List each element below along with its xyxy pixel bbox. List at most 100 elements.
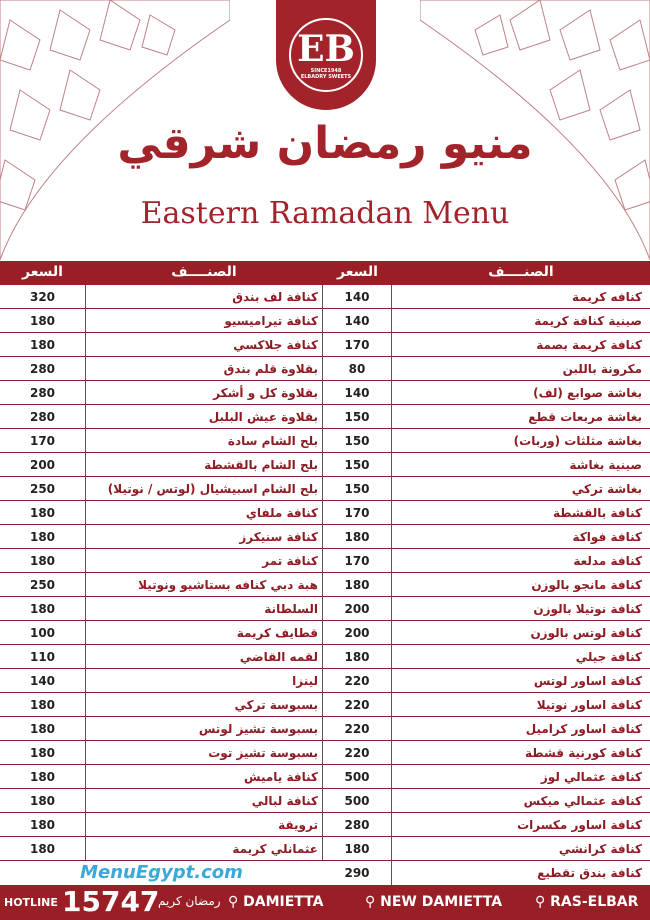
item-price: 180	[29, 794, 56, 808]
table-row: 180 كنافة تيراميسيو 140 صينية كنافة كريمة	[0, 309, 650, 333]
item-price: 150	[323, 477, 392, 501]
item-price: 200	[323, 621, 392, 645]
item-price: 200	[29, 458, 56, 472]
hotline-label: HOTLINE	[4, 896, 58, 909]
table-row: 280 بقلاوة قلم بندق 80 مكرونة باللبن	[0, 357, 650, 381]
table-row: 100 قطايف كريمة 200 كنافة لوتس بالوزن	[0, 621, 650, 645]
item-name: كنافة لبالي	[85, 789, 323, 813]
item-name: بغاشة مربعات قطع	[528, 410, 642, 424]
table-row: 180 كنافة جلاكسي 170 كنافة كريمة بصمة	[0, 333, 650, 357]
item-price: 100	[29, 626, 56, 640]
item-name: ترويقة	[85, 813, 323, 837]
header-price-right: السعر	[337, 264, 378, 280]
item-name: كنافة ملفاي	[85, 501, 323, 525]
table-row: 180 كنافة ملفاي 170 كنافة بالقشطة	[0, 501, 650, 525]
item-name: كنافة اساور كراميل	[525, 722, 642, 736]
item-price: 180	[29, 698, 56, 712]
decorative-pattern-right	[420, 0, 650, 260]
table-row: 180 كنافة تمر 170 كنافة مدلعة	[0, 549, 650, 573]
item-name: كنافة جلاكسي	[85, 333, 323, 357]
location-pin-icon: ⚲	[365, 894, 376, 910]
item-price: 140	[323, 309, 392, 333]
item-price: 170	[323, 549, 392, 573]
table-row: 140 لينزا 220 كنافة اساور لوتس	[0, 669, 650, 693]
item-name: كنافة اساور لوتس	[533, 674, 642, 688]
item-price: 180	[29, 818, 56, 832]
item-price: 150	[323, 405, 392, 429]
item-price: 250	[29, 482, 56, 496]
item-name: بسبوسة تشيز لوتس	[85, 717, 323, 741]
table-row: 180 بسبوسة تركي 220 كنافة اساور نوتيلا	[0, 693, 650, 717]
item-name: عثمانلي كريمة	[85, 837, 323, 861]
item-price: 500	[323, 765, 392, 789]
brand-logo: EB SINCE1948 ELBADRY SWEETS	[276, 0, 376, 110]
table-row: 180 السلطانة 200 كنافة نوتيلا بالوزن	[0, 597, 650, 621]
item-price: 140	[323, 381, 392, 405]
table-row: 320 كنافة لف بندق 140 كنافه كريمة	[0, 285, 650, 309]
item-name: بغاشة تركي	[571, 482, 642, 496]
item-price: 180	[29, 770, 56, 784]
location-label: NEW DAMIETTA	[380, 894, 503, 910]
logo-mark: EB	[297, 28, 355, 70]
item-price: 150	[323, 429, 392, 453]
item-name: كنافة فواكة	[572, 530, 642, 544]
item-price: 180	[29, 722, 56, 736]
item-price: 170	[323, 333, 392, 357]
item-name: كنافة مدلعة	[573, 554, 642, 568]
item-price: 180	[29, 842, 56, 856]
table-row: 280 بقلاوة كل و أشكر 140 بغاشة صوابع (لف)	[0, 381, 650, 405]
item-name: كنافة بالقشطة	[552, 506, 642, 520]
item-name: كنافة عثمالي ميكس	[523, 794, 642, 808]
item-name: بقلاوة عيش البلبل	[85, 405, 323, 429]
item-name: كنافة جيلي	[575, 650, 642, 664]
item-name: كنافة تمر	[85, 549, 323, 573]
item-name: بقلاوة كل و أشكر	[85, 381, 323, 405]
item-name: لقمه القاضي	[85, 645, 323, 669]
header-price-left: السعر	[22, 264, 63, 280]
item-price: 180	[29, 338, 56, 352]
item-price: 180	[29, 602, 56, 616]
table-row: 180 كنافة لبالي 500 كنافة عثمالي ميكس	[0, 789, 650, 813]
item-name: صينية كنافة كريمة	[534, 314, 642, 328]
item-name: بقلاوة قلم بندق	[85, 357, 323, 381]
item-price: 220	[323, 693, 392, 717]
item-price: 180	[323, 573, 392, 597]
location-ras-elbar: ⚲ RAS-ELBAR	[535, 894, 638, 910]
item-name: بسبوسة تشيز توت	[85, 741, 323, 765]
location-new-damietta: ⚲ NEW DAMIETTA	[365, 894, 502, 910]
hotline-number[interactable]: 15747	[62, 885, 160, 918]
location-pin-icon: ⚲	[228, 894, 239, 910]
item-price: 180	[29, 314, 56, 328]
item-price: 280	[29, 386, 56, 400]
table-row: 280 بقلاوة عيش البلبل 150 بغاشة مربعات قطع	[0, 405, 650, 429]
item-price: 150	[323, 453, 392, 477]
item-name: بغاشة صوابع (لف)	[533, 386, 642, 400]
item-name: كنافة لف بندق	[85, 285, 323, 309]
item-name: كنافة نوتيلا بالوزن	[533, 602, 642, 616]
item-name: قطايف كريمة	[85, 621, 323, 645]
item-price: 220	[323, 741, 392, 765]
item-price: 280	[29, 410, 56, 424]
item-name: مكرونة باللبن	[562, 362, 642, 376]
item-price: 180	[29, 554, 56, 568]
item-price: 180	[323, 837, 392, 861]
title-arabic: منيو رمضان شرقي	[117, 118, 533, 169]
item-name: كنافة اساور مكسرات	[517, 818, 642, 832]
table-row: 180 كنافة ياميش 500 كنافة عثمالي لوز	[0, 765, 650, 789]
item-name: كنافة عثمالي لوز	[540, 770, 642, 784]
item-price: 200	[323, 597, 392, 621]
item-price: 80	[323, 357, 392, 381]
item-name: بغاشة مثلثات (وربات)	[513, 434, 642, 448]
item-price: 290	[323, 861, 392, 885]
item-price: 170	[323, 501, 392, 525]
location-pin-icon: ⚲	[535, 894, 546, 910]
footer: HOTLINE 15747 رمضان كريم ⚲ DAMIETTA ⚲ NE…	[0, 885, 650, 920]
item-price: 220	[323, 669, 392, 693]
logo-since: SINCE1948	[310, 68, 342, 74]
table-row: 180 بسبوسة تشيز لوتس 220 كنافة اساور كراميل	[0, 717, 650, 741]
logo-text: ELBADRY SWEETS	[300, 74, 352, 80]
item-name: صينية بغاشة	[569, 458, 642, 472]
item-name: كنافة ياميش	[85, 765, 323, 789]
table-row: 250 هبة دبي كنافه بستاشيو ونوتيلا 180 كنافة…	[0, 573, 650, 597]
item-name: بسبوسة تركي	[85, 693, 323, 717]
